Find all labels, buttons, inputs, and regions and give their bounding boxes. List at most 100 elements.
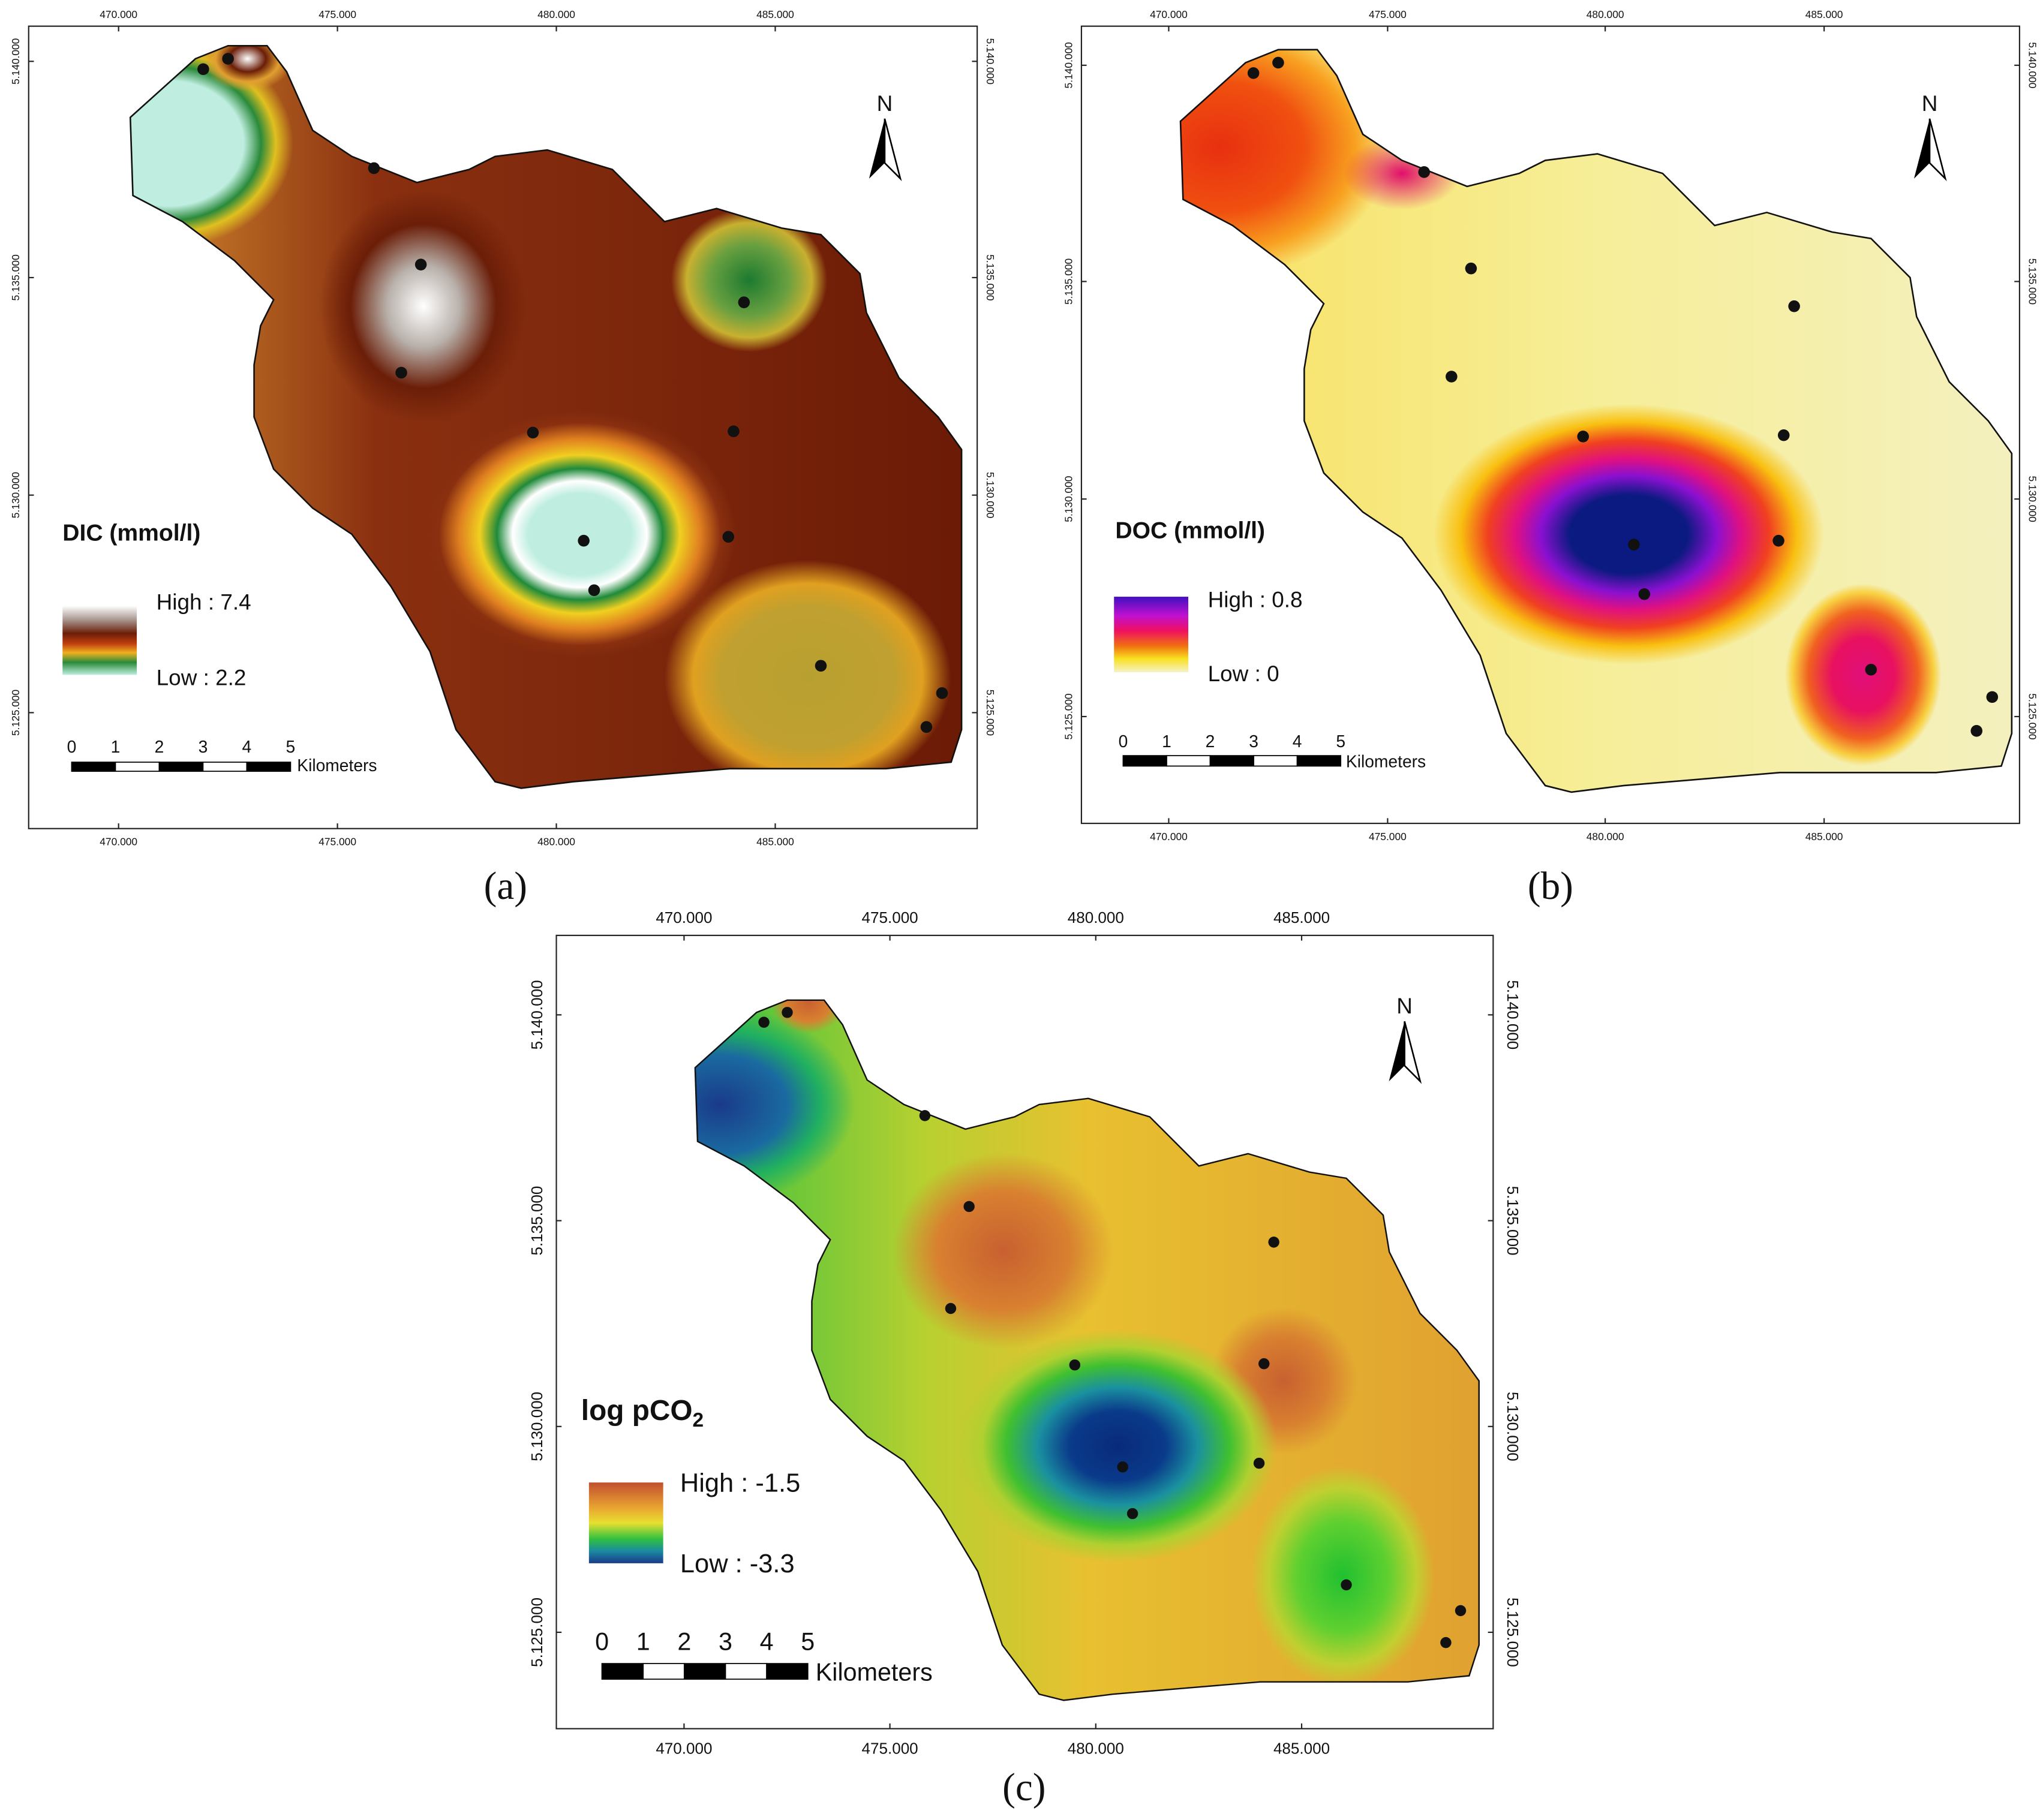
scale-segment — [1209, 755, 1254, 767]
y-tick-label: 5.130.000 — [984, 472, 996, 518]
scale-unit: Kilometers — [297, 756, 377, 775]
scale-label: 3 — [719, 1628, 732, 1656]
scale-label: 1 — [636, 1628, 650, 1656]
scale-segment — [246, 762, 292, 772]
legend-low: Low : 0 — [1208, 661, 1279, 686]
scale-segment — [642, 1663, 685, 1680]
y-tick-label: 5.135.000 — [528, 1186, 546, 1256]
scale-segment — [766, 1663, 809, 1680]
scale-label: 4 — [1293, 732, 1302, 751]
scale-label: 0 — [1119, 732, 1128, 751]
x-tick-label: 480.000 — [1068, 1739, 1124, 1757]
y-tick-label: 5.130.000 — [528, 1392, 546, 1461]
sample-point — [1446, 371, 1458, 383]
study-area-outline — [129, 44, 963, 789]
scale-segment — [601, 1663, 644, 1680]
surface-blob — [695, 1006, 855, 1203]
surface-blob — [664, 560, 951, 789]
north-label: N — [877, 91, 893, 116]
y-tick-label: 5.135.000 — [1504, 1186, 1522, 1256]
y-tick-label: 5.130.000 — [10, 472, 22, 518]
y-tick-label: 5.130.000 — [1504, 1392, 1522, 1461]
legend-title-text: DIC (mmol/l) — [62, 521, 200, 546]
interpolated-surface — [1180, 49, 2012, 792]
sample-point — [945, 1302, 957, 1314]
north-label: N — [1396, 994, 1413, 1018]
sample-point — [963, 1201, 975, 1213]
legend-title: log pCO2 — [581, 1395, 704, 1431]
surface-blob — [893, 1152, 1114, 1349]
y-tick-label: 5.125.000 — [2027, 693, 2039, 739]
sample-point — [1268, 1237, 1279, 1248]
scale-segment — [158, 762, 204, 772]
legend-ramp — [62, 606, 137, 675]
scale-label: 3 — [1249, 732, 1258, 751]
sample-point — [1418, 166, 1430, 178]
sample-point — [1865, 663, 1877, 676]
scale-label: 2 — [1206, 732, 1215, 751]
x-tick-label: 480.000 — [537, 836, 575, 848]
sample-point — [1465, 262, 1477, 275]
sample-point — [722, 531, 735, 543]
y-tick-label: 5.125.000 — [1504, 1598, 1522, 1667]
y-tick-label: 5.140.000 — [2027, 42, 2039, 88]
x-tick-label: 485.000 — [756, 836, 794, 848]
y-tick-label: 5.140.000 — [1062, 42, 1074, 88]
y-tick-label: 5.135.000 — [2027, 258, 2039, 305]
legend-high: High : -1.5 — [680, 1469, 800, 1497]
x-tick-label: 485.000 — [1805, 831, 1843, 843]
sample-point — [197, 63, 209, 76]
x-tick-label: 470.000 — [656, 909, 712, 926]
y-tick-label: 5.125.000 — [10, 690, 22, 736]
legend-title-text: log pCO — [581, 1395, 693, 1427]
x-tick-label: 470.000 — [656, 1739, 712, 1757]
surface-blob — [1180, 49, 1389, 278]
y-tick-label: 5.130.000 — [1062, 476, 1074, 522]
sample-point — [1341, 1579, 1352, 1591]
sample-point — [920, 721, 933, 733]
sample-point — [414, 258, 427, 270]
scale-segment — [683, 1663, 726, 1680]
sample-point — [1126, 1508, 1138, 1520]
scale-unit: Kilometers — [816, 1658, 933, 1686]
north-arrow — [884, 118, 902, 182]
scale-label: 5 — [801, 1628, 815, 1656]
map-surface — [1179, 49, 2013, 793]
north-arrow — [869, 118, 885, 179]
sample-point — [1777, 429, 1790, 441]
sample-point — [1986, 691, 1999, 703]
sample-point — [1577, 431, 1589, 443]
scale-segment — [1296, 755, 1342, 767]
scale-label: 5 — [286, 737, 296, 756]
y-tick-label: 5.130.000 — [2027, 476, 2039, 522]
legend-title: DIC (mmol/l) — [62, 521, 200, 546]
x-tick-label: 480.000 — [1587, 831, 1624, 843]
legend-title-subscript: 2 — [693, 1409, 704, 1431]
y-tick-label: 5.135.000 — [10, 254, 22, 300]
surface-blob — [1343, 137, 1461, 210]
x-tick-label: 470.000 — [100, 8, 137, 20]
x-tick-label: 485.000 — [1805, 8, 1843, 20]
scale-segment — [725, 1663, 767, 1680]
x-tick-label: 475.000 — [1369, 8, 1407, 20]
legend-ramp — [1114, 597, 1189, 673]
surface-blob — [671, 208, 828, 352]
x-tick-label: 475.000 — [1369, 831, 1407, 843]
x-tick-label: 485.000 — [1273, 909, 1330, 926]
scale-label: 2 — [677, 1628, 691, 1656]
surface-blob — [202, 46, 293, 92]
sample-point — [1455, 1605, 1467, 1617]
surface-blob — [1784, 583, 1942, 766]
sample-point — [222, 53, 234, 65]
sample-point — [1272, 56, 1284, 69]
x-tick-label: 470.000 — [100, 836, 137, 848]
map-frame — [555, 934, 1494, 1729]
north-label: N — [1922, 91, 1938, 116]
map-panel: 470.000 470.000 475.000 475.000 480.000 480.0… — [528, 909, 1522, 1809]
map-panel: 470.000 470.000 475.000 475.000 480.000 480.0… — [10, 8, 996, 908]
north-arrow — [1389, 1021, 1405, 1082]
scale-label: 5 — [1336, 732, 1345, 751]
north-arrow — [1404, 1021, 1422, 1084]
y-tick-label: 5.140.000 — [1504, 980, 1522, 1049]
